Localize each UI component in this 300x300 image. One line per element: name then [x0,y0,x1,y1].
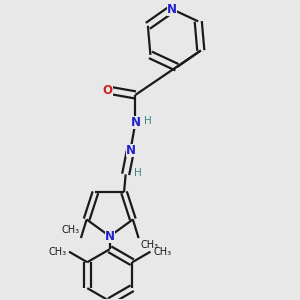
Text: O: O [103,83,113,97]
Text: H: H [144,116,152,126]
Text: CH₃: CH₃ [153,247,171,257]
Text: N: N [130,116,140,129]
Text: CH₃: CH₃ [48,247,66,257]
Text: N: N [105,230,115,243]
Text: CH₃: CH₃ [140,240,158,250]
Text: H: H [134,168,142,178]
Text: N: N [125,144,136,157]
Text: N: N [167,3,177,16]
Text: CH₃: CH₃ [61,226,79,236]
